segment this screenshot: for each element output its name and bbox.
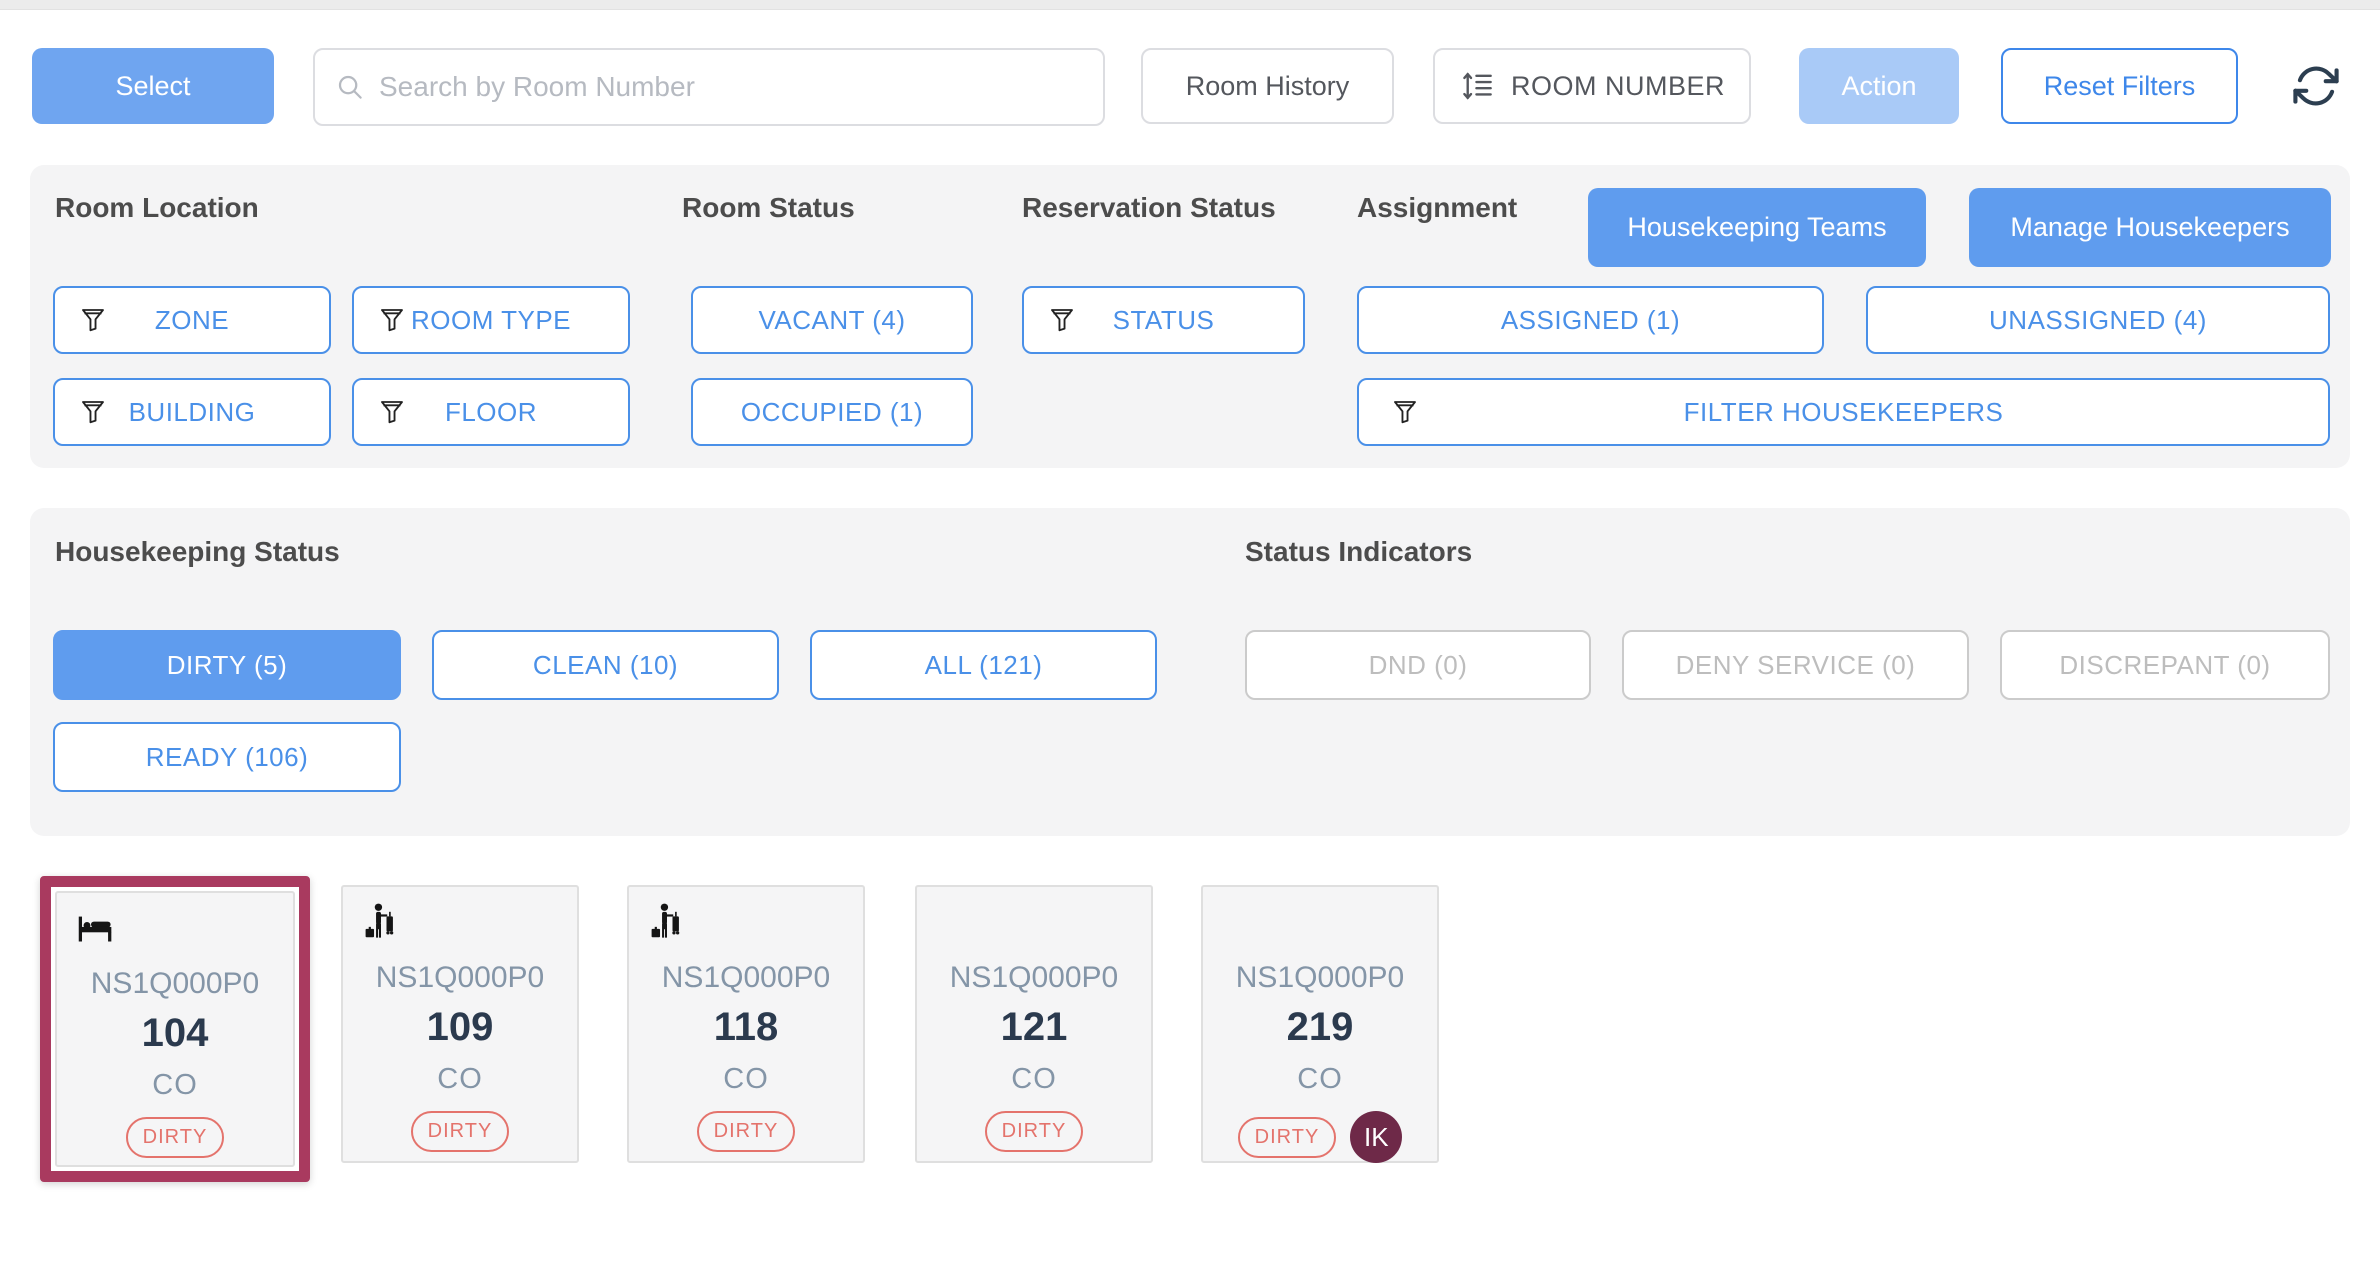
room-type-filter-label: ROOM TYPE [410, 304, 572, 335]
room-type-filter-button[interactable]: ROOM TYPE [352, 286, 630, 354]
select-button[interactable]: Select [32, 48, 274, 124]
deny-service-indicator-button[interactable]: DENY SERVICE (0) [1622, 630, 1969, 700]
reservation-status: CO [1011, 1063, 1057, 1095]
dirty-status-badge: DIRTY [984, 1111, 1084, 1152]
room-code: NS1Q000P0 [1235, 961, 1405, 994]
room-number: 219 [1286, 1005, 1354, 1049]
bed-icon [73, 907, 119, 953]
room-card[interactable]: NS1Q000P0 104 CO DIRTY [55, 891, 295, 1167]
filters-panel: Room Location Room Status Reservation St… [30, 165, 2350, 468]
funnel-icon [77, 396, 109, 428]
funnel-icon [1389, 396, 1421, 428]
occupied-filter-label: OCCUPIED (1) [740, 396, 924, 427]
filter-housekeepers-label: FILTER HOUSEKEEPERS [1683, 396, 2004, 427]
housekeeping-status-label: Housekeeping Status [55, 536, 340, 567]
search-input[interactable] [379, 71, 1083, 103]
sort-by-label: ROOM NUMBER [1511, 70, 1725, 101]
sort-by-room-number-button[interactable]: ROOM NUMBER [1433, 48, 1751, 124]
room-status-label: Room Status [682, 192, 855, 223]
room-card[interactable]: NS1Q000P0 121 CO DIRTY [915, 885, 1153, 1163]
manage-housekeepers-button[interactable]: Manage Housekeepers [1969, 188, 2331, 267]
room-card[interactable]: NS1Q000P0 219 CO DIRTY IK [1201, 885, 1439, 1163]
status-indicators-label: Status Indicators [1245, 536, 1473, 567]
reservation-status: CO [152, 1069, 198, 1101]
building-filter-button[interactable]: BUILDING [53, 378, 331, 446]
reservation-status-label: Reservation Status [1022, 192, 1276, 223]
room-card[interactable]: NS1Q000P0 109 CO DIRTY [341, 885, 579, 1163]
discrepant-indicator-button[interactable]: DISCREPANT (0) [2000, 630, 2330, 700]
room-card-selected-outline[interactable]: NS1Q000P0 104 CO DIRTY [40, 876, 310, 1182]
housekeeping-status-panel: Housekeeping Status Status Indicators DI… [30, 508, 2350, 836]
dirty-status-badge: DIRTY [1237, 1116, 1337, 1158]
funnel-icon [376, 396, 408, 428]
room-code: NS1Q000P0 [90, 967, 260, 1000]
top-divider [0, 0, 2380, 10]
funnel-icon [77, 304, 109, 336]
room-number: 121 [1000, 1005, 1068, 1049]
clean-filter-button[interactable]: CLEAN (10) [432, 630, 779, 700]
dirty-status-badge: DIRTY [696, 1111, 796, 1152]
room-code: NS1Q000P0 [661, 961, 831, 994]
housekeeping-teams-button[interactable]: Housekeeping Teams [1588, 188, 1926, 267]
reset-filters-button[interactable]: Reset Filters [2001, 48, 2238, 124]
status-filter-button[interactable]: STATUS [1022, 286, 1305, 354]
dnd-indicator-button[interactable]: DND (0) [1245, 630, 1591, 700]
assigned-filter-label: ASSIGNED (1) [1500, 304, 1681, 335]
floor-filter-button[interactable]: FLOOR [352, 378, 630, 446]
room-history-button[interactable]: Room History [1141, 48, 1394, 124]
search-icon [335, 72, 365, 102]
funnel-icon [1046, 304, 1078, 336]
dirty-filter-button[interactable]: DIRTY (5) [53, 630, 401, 700]
room-location-label: Room Location [55, 192, 259, 223]
housekeeper-initials-badge[interactable]: IK [1350, 1111, 1403, 1163]
all-filter-button[interactable]: ALL (121) [810, 630, 1157, 700]
guest-with-luggage-icon [645, 901, 689, 945]
unassigned-filter-button[interactable]: UNASSIGNED (4) [1866, 286, 2330, 354]
reservation-status: CO [437, 1063, 483, 1095]
dirty-status-badge: DIRTY [410, 1111, 510, 1152]
assigned-filter-button[interactable]: ASSIGNED (1) [1357, 286, 1824, 354]
filter-housekeepers-button[interactable]: FILTER HOUSEKEEPERS [1357, 378, 2330, 446]
floor-filter-label: FLOOR [444, 396, 538, 427]
funnel-icon [376, 304, 408, 336]
reservation-status: CO [1297, 1063, 1343, 1095]
room-number: 109 [426, 1005, 494, 1049]
vacant-filter-button[interactable]: VACANT (4) [691, 286, 973, 354]
vacant-filter-label: VACANT (4) [758, 304, 906, 335]
zone-filter-button[interactable]: ZONE [53, 286, 331, 354]
room-code: NS1Q000P0 [949, 961, 1119, 994]
unassigned-filter-label: UNASSIGNED (4) [1989, 304, 2207, 335]
refresh-button[interactable] [2288, 58, 2344, 114]
assignment-label: Assignment [1357, 192, 1518, 223]
status-filter-label: STATUS [1112, 304, 1215, 335]
building-filter-label: BUILDING [128, 396, 256, 427]
search-input-wrapper[interactable] [313, 48, 1105, 126]
guest-with-luggage-icon [359, 901, 403, 945]
occupied-filter-button[interactable]: OCCUPIED (1) [691, 378, 973, 446]
room-number: 118 [713, 1005, 779, 1049]
room-card[interactable]: NS1Q000P0 118 CO DIRTY [627, 885, 865, 1163]
room-code: NS1Q000P0 [375, 961, 545, 994]
sort-amount-icon [1459, 67, 1497, 105]
zone-filter-label: ZONE [154, 304, 230, 335]
room-number: 104 [141, 1011, 209, 1055]
dirty-status-badge: DIRTY [125, 1117, 225, 1158]
refresh-icon [2290, 60, 2342, 112]
reservation-status: CO [723, 1063, 769, 1095]
ready-filter-button[interactable]: READY (106) [53, 722, 401, 792]
action-button[interactable]: Action [1799, 48, 1959, 124]
